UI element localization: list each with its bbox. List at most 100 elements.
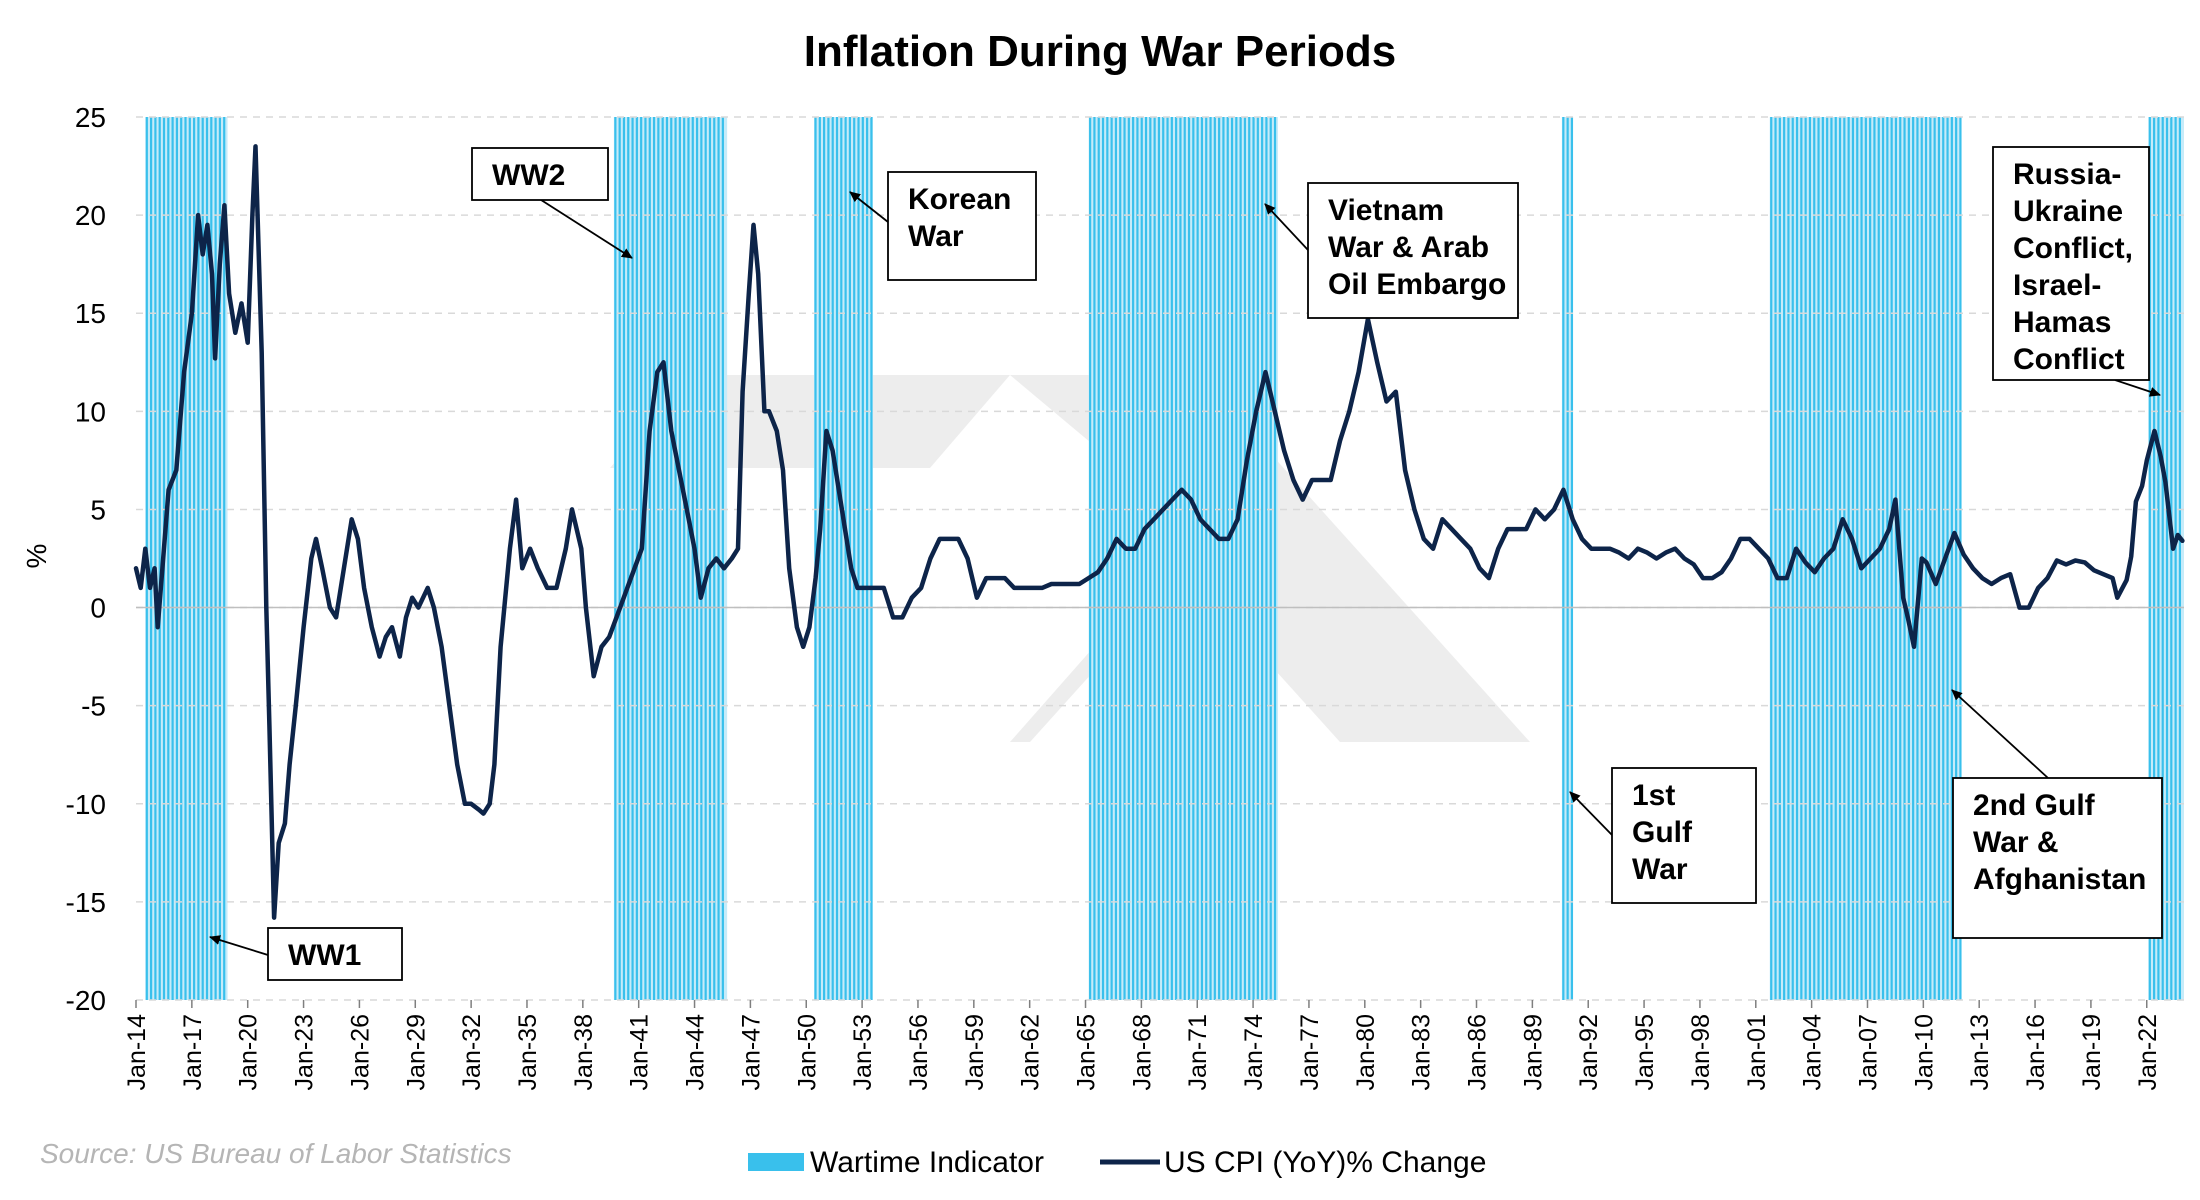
x-tick-label: Jan-89 [1519, 1014, 1547, 1090]
chart-title: Inflation During War Periods [804, 27, 1396, 76]
x-tick-label: Jan-74 [1240, 1014, 1268, 1091]
y-axis-label: % [21, 544, 52, 569]
annotation-text: Ukraine [2013, 195, 2123, 228]
annotation-text: War & [1973, 826, 2059, 859]
annotation-6: Russia- Ukraine Conflict, Israel- Hamas Confl… [1992, 146, 2161, 397]
annotation-box [1307, 182, 1519, 319]
legend-swatch-wartime [748, 1153, 804, 1171]
x-tick-label: Jan-56 [905, 1014, 933, 1090]
x-tick-label: Jan-83 [1408, 1014, 1436, 1090]
y-tick-label: 0 [90, 593, 106, 624]
annotation-arrow [2114, 379, 2161, 397]
annotation-text: 1st [1632, 779, 1675, 812]
annotation-text: 2nd Gulf [1973, 789, 2096, 822]
annotation-text: Korean [908, 183, 1011, 216]
x-tick-label: Jan-50 [793, 1014, 821, 1090]
x-tick-label: Jan-41 [626, 1014, 654, 1090]
x-tick-label: Jan-23 [291, 1014, 319, 1090]
x-tick-label: Jan-77 [1296, 1014, 1324, 1090]
annotations: WW1 WW2 Korean War Vietnam War & Arab Oil Emba… [209, 146, 2163, 981]
cpi-line [133, 144, 2185, 920]
x-tick-label: Jan-14 [123, 1014, 151, 1091]
annotation-text: Conflict [2013, 343, 2125, 376]
annotation-box [887, 171, 1037, 281]
annotation-5: 2nd Gulf War & Afghanistan [1951, 689, 2163, 939]
annotation-arrow [209, 935, 269, 956]
x-tick-label: Jan-98 [1687, 1014, 1715, 1090]
x-tick-label: Jan-35 [514, 1014, 542, 1090]
annotation-0: WW1 [209, 927, 403, 981]
wartime-band-5 [1769, 117, 1962, 1000]
source-note: Source: US Bureau of Labor Statistics [40, 1138, 512, 1169]
wartime-band-2 [814, 117, 873, 1000]
x-tick-label: Jan-07 [1854, 1014, 1882, 1090]
annotation-text: War & Arab [1328, 231, 1489, 264]
x-tick-label: Jan-59 [961, 1014, 989, 1090]
x-tick-label: Jan-44 [682, 1014, 710, 1091]
annotation-box [1611, 767, 1757, 904]
x-tick-label: Jan-92 [1575, 1014, 1603, 1090]
legend-label-wartime: Wartime Indicator [810, 1146, 1044, 1179]
x-tick-label: Jan-16 [2022, 1014, 2050, 1090]
annotation-text: Conflict, [2013, 232, 2133, 265]
annotation-3: Vietnam War & Arab Oil Embargo [1264, 182, 1519, 319]
annotation-1: WW2 [471, 147, 633, 259]
annotation-box [1992, 146, 2150, 381]
x-tick-label: Jan-71 [1184, 1014, 1212, 1090]
x-tick-label: Jan-01 [1743, 1014, 1771, 1090]
axes: 25 20 15 10 5 0 -5 -10 -15 -20 Jan-14 Jan-17 Jan-20 J… [66, 102, 2184, 1090]
watermark-logo [610, 375, 1530, 742]
wartime-band-0 [145, 117, 228, 1000]
x-tick-label: Jan-80 [1352, 1014, 1380, 1090]
annotation-2: Korean War [849, 171, 1037, 281]
y-tick-label: 20 [75, 200, 106, 231]
annotation-box [1952, 777, 2163, 939]
x-tick-label: Jan-20 [235, 1014, 263, 1090]
annotation-text: WW2 [492, 159, 565, 192]
annotation-arrow [1569, 791, 1613, 836]
x-tick-label: Jan-19 [2078, 1014, 2106, 1090]
annotation-4: 1st Gulf War [1569, 767, 1757, 904]
y-tick-label: 15 [75, 298, 106, 329]
annotation-text: Israel- [2013, 269, 2101, 302]
wartime-bands [145, 117, 2184, 1000]
wartime-band-1 [613, 117, 728, 1000]
x-tick-label: Jan-22 [2134, 1014, 2162, 1090]
annotation-box [471, 147, 609, 201]
annotation-text: Russia- [2013, 158, 2121, 191]
y-tick-label: -15 [66, 887, 106, 918]
y-tick-label: 10 [75, 396, 106, 427]
x-tick-label: Jan-68 [1128, 1014, 1156, 1090]
x-tick-label: Jan-10 [1910, 1014, 1938, 1090]
annotation-arrow [537, 197, 633, 259]
x-tick-label: Jan-62 [1017, 1014, 1045, 1090]
legend: Wartime Indicator US CPI (YoY)% Change [748, 1146, 1486, 1179]
x-tick-label: Jan-47 [737, 1014, 765, 1090]
x-tick-label: Jan-38 [570, 1014, 598, 1090]
annotation-box [267, 927, 403, 981]
wartime-band-3 [1088, 117, 1278, 1000]
annotation-text: Gulf [1632, 816, 1693, 849]
x-tick-label: Jan-04 [1799, 1014, 1827, 1091]
annotation-arrow [1264, 203, 1309, 251]
annotation-text: War [908, 220, 964, 253]
annotation-text: WW1 [288, 939, 361, 972]
x-tick-label: Jan-53 [849, 1014, 877, 1090]
x-tick-label: Jan-86 [1464, 1014, 1492, 1090]
annotation-text: Hamas [2013, 306, 2111, 339]
annotation-arrow [1951, 689, 2049, 779]
annotation-arrow [849, 191, 889, 223]
y-tick-label: -5 [81, 691, 106, 722]
y-tick-label: -20 [66, 985, 106, 1016]
y-tick-label: 25 [75, 102, 106, 133]
y-tick-label: 5 [90, 494, 106, 525]
x-tick-label: Jan-65 [1073, 1014, 1101, 1090]
annotation-text: War [1632, 853, 1688, 886]
y-tick-label: -10 [66, 789, 106, 820]
legend-label-cpi: US CPI (YoY)% Change [1164, 1146, 1486, 1179]
annotation-text: Afghanistan [1973, 863, 2146, 896]
wartime-band-4 [1561, 117, 1574, 1000]
x-tick-label: Jan-13 [1966, 1014, 1994, 1090]
